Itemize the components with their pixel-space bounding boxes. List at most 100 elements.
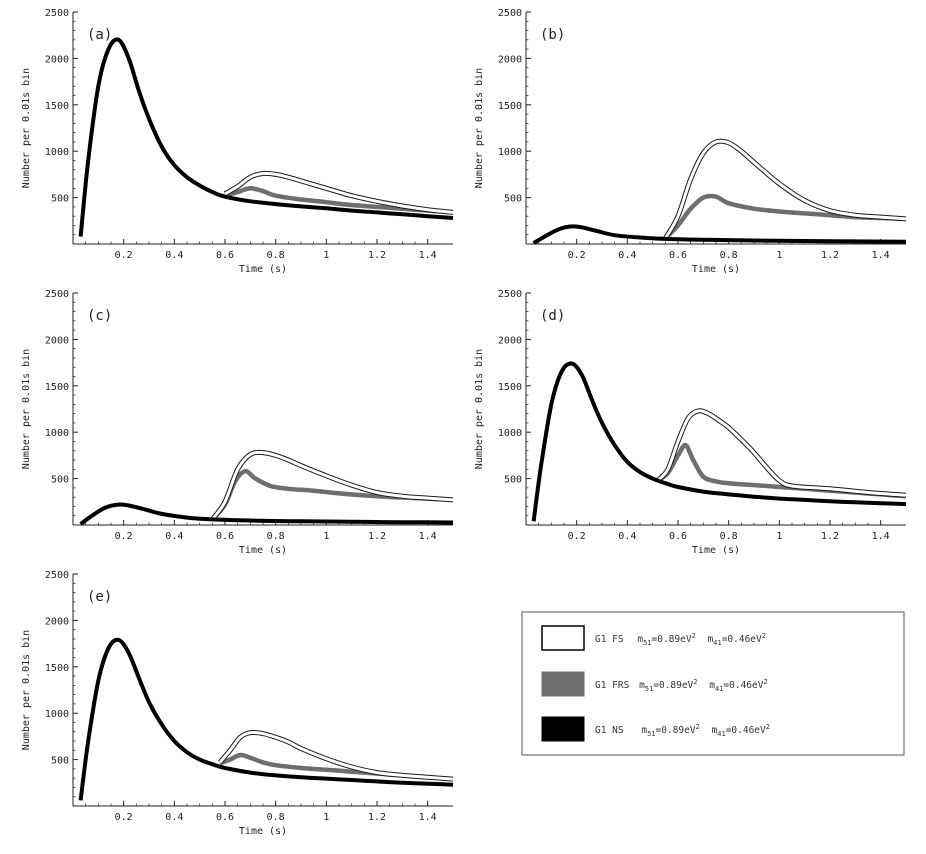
x-axis-label: Time (s) [239,264,287,275]
panel-a: 500 1000 1500 2000 2500 0.2 0.4 0.6 0.8 1 1.2 1.4 Ti… [21,8,454,275]
y-tick-label: 1500 [45,101,69,112]
y-tick-label: 2500 [45,289,69,300]
y-axis-label: Number per 0.01s bin [21,349,32,469]
x-tick-label: 1.4 [872,531,890,542]
legend-frs-mb-exp: 2 [763,678,767,686]
x-tick-label: 1 [323,812,329,823]
legend-frame [521,611,905,756]
x-tick-label: 0.2 [568,250,586,261]
x-tick-label: 0.8 [720,531,738,542]
panel-label: (d) [540,308,565,324]
series-fs-band [218,730,454,781]
x-tick-label: 0.4 [165,250,183,261]
y-axis-label: Number per 0.01s bin [474,68,485,188]
y-tick-label: 500 [504,475,522,486]
legend-fs-mb: m [708,634,714,645]
legend-frs-mb-val: =0.46eV [723,680,763,691]
legend-swatch-fs [541,625,585,651]
y-tick-label: 1500 [45,663,69,674]
panel-label: (a) [87,27,112,43]
y-tick-label: 1000 [45,147,69,158]
series-ns-band [78,637,454,801]
y-tick-label: 2500 [498,8,522,19]
x-tick-label: 0.2 [115,812,133,823]
legend-frs-mb: m [709,680,715,691]
y-tick-label: 1500 [45,382,69,393]
x-tick-label: 0.2 [115,250,133,261]
legend-fs-ma: m [637,634,643,645]
legend-label-ns: G1 NS m51=0.89eV2 m41=0.46eV2 [595,721,770,738]
series-fs-band [224,171,454,214]
x-tick-label: 0.2 [568,531,586,542]
y-axis-label: Number per 0.01s bin [21,68,32,188]
series-ns-band [78,37,454,237]
y-tick-label: 500 [504,194,522,205]
legend-fs-ma-exp: 2 [692,632,696,640]
x-tick-label: 1.4 [419,531,437,542]
x-tick-label: 0.8 [267,250,285,261]
y-tick-label: 2000 [45,54,69,65]
series-fs-band [663,139,907,240]
legend-frs-mb-sub: 41 [715,685,723,693]
series-fs-band [211,450,454,521]
legend-ns-mb: m [712,725,718,736]
x-tick-label: 0.8 [267,812,285,823]
x-tick-label: 1.4 [419,812,437,823]
panel-b: 500 1000 1500 2000 2500 0.2 0.4 0.6 0.8 1 1.2 1.4 Ti… [474,8,907,275]
panel-e: 500 1000 1500 2000 2500 0.2 0.4 0.6 0.8 1 1.2 1.4 Ti… [21,570,454,837]
panel-label: (e) [87,589,112,605]
legend-frs-name: G1 FRS [595,680,630,691]
x-tick-label: 1 [323,531,329,542]
legend-ns-ma-val: =0.89eV [656,725,696,736]
y-axis-label: Number per 0.01s bin [474,349,485,469]
legend-fs-mb-sub: 41 [713,639,721,647]
x-tick-label: 0.4 [165,531,183,542]
legend-frs-ma: m [639,680,645,691]
x-tick-label: 0.6 [669,531,687,542]
y-tick-label: 2500 [45,570,69,581]
legend-fs-ma-sub: 51 [643,639,651,647]
x-tick-label: 0.6 [669,250,687,261]
legend-swatch-frs [541,671,585,697]
legend-label-fs: G1 FS m51=0.89eV2 m41=0.46eV2 [595,630,766,647]
y-tick-label: 2000 [498,335,522,346]
legend-fs-mb-val: =0.46eV [722,634,762,645]
legend-ns-ma-sub: 51 [647,730,655,738]
x-tick-label: 0.2 [115,531,133,542]
x-tick-label: 1.2 [821,250,839,261]
legend-ns-ma-exp: 2 [696,723,700,731]
y-tick-label: 2000 [45,335,69,346]
x-axis-label: Time (s) [239,545,287,556]
y-tick-label: 1500 [498,382,522,393]
y-tick-label: 500 [51,756,69,767]
x-tick-label: 1.2 [368,812,386,823]
series-ns-band [532,224,907,245]
legend-swatch-ns [541,716,585,742]
panel-c: 500 1000 1500 2000 2500 0.2 0.4 0.6 0.8 1 1.2 1.4 Ti… [21,289,454,556]
legend-label-frs: G1 FRS m51=0.89eV2 m41=0.46eV2 [595,676,768,693]
x-tick-label: 1.2 [821,531,839,542]
legend-ns-name: G1 NS [595,725,624,736]
legend-frs-ma-exp: 2 [693,678,697,686]
x-tick-label: 0.4 [618,250,636,261]
legend-frs-ma-val: =0.89eV [653,680,693,691]
x-tick-label: 0.6 [216,531,234,542]
x-tick-label: 0.8 [267,531,285,542]
series-ns-band [531,361,907,522]
legend-ns-ma: m [641,725,647,736]
x-tick-label: 1 [323,250,329,261]
legend-frs-ma-sub: 51 [645,685,653,693]
legend-fs-ma-val: =0.89eV [652,634,692,645]
x-tick-label: 1 [776,531,782,542]
y-tick-label: 2000 [498,54,522,65]
panel-label: (b) [540,27,565,43]
legend-fs-mb-exp: 2 [762,632,766,640]
x-tick-label: 0.4 [618,531,636,542]
x-tick-label: 1.4 [872,250,890,261]
x-axis-label: Time (s) [692,264,740,275]
y-tick-label: 2000 [45,616,69,627]
y-tick-label: 1000 [498,147,522,158]
x-tick-label: 1.2 [368,250,386,261]
legend-ns-mb-val: =0.46eV [726,725,766,736]
